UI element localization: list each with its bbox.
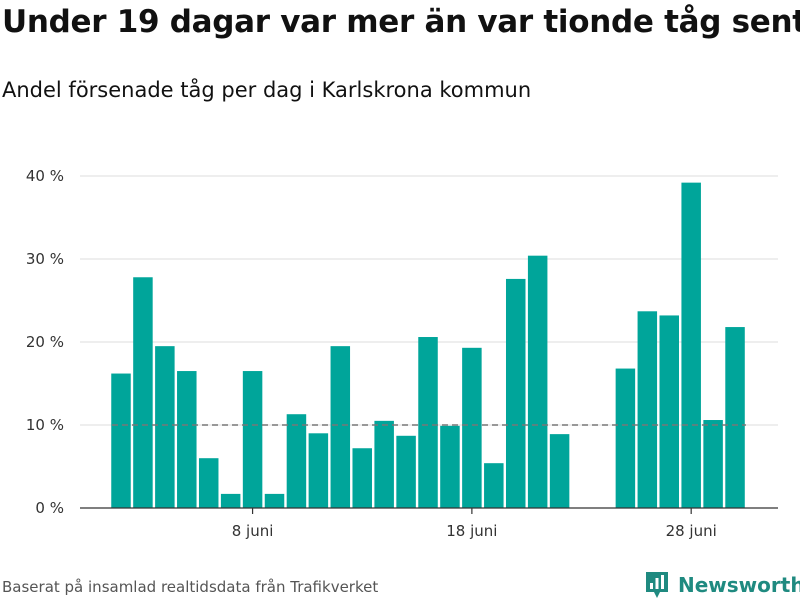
bar <box>198 458 219 508</box>
bar <box>703 420 723 508</box>
bar <box>637 311 658 508</box>
bar <box>264 493 285 508</box>
bar <box>286 414 307 508</box>
brand-logo[interactable]: Newsworthy <box>644 570 800 600</box>
chart-subtitle: Andel försenade tåg per dag i Karlskrona… <box>2 78 532 102</box>
bar <box>396 435 416 508</box>
brand-name: Newsworthy <box>678 573 800 597</box>
x-tick-label: 18 juni <box>446 522 497 540</box>
bar <box>330 346 351 508</box>
bar <box>133 277 153 508</box>
bar <box>374 420 394 508</box>
bar <box>549 434 570 508</box>
y-tick-label: 10 % <box>26 416 64 434</box>
y-tick-label: 40 % <box>26 167 64 185</box>
y-tick-label: 0 % <box>35 499 64 517</box>
x-tick-label: 28 juni <box>666 522 717 540</box>
y-tick-label: 20 % <box>26 333 64 351</box>
bar <box>440 425 460 508</box>
bar <box>484 463 504 508</box>
bar <box>418 337 438 508</box>
chart-title: Under 19 dagar var mer än var tionde tåg… <box>2 4 800 40</box>
bar <box>527 255 548 508</box>
y-tick-label: 30 % <box>26 250 64 268</box>
bar <box>659 315 679 508</box>
bar <box>725 327 745 508</box>
bar <box>681 182 701 508</box>
bar <box>308 433 329 508</box>
newsworthy-logo-icon <box>646 572 668 598</box>
bar <box>155 346 175 508</box>
bar <box>462 347 482 508</box>
source-note: Baserat på insamlad realtidsdata från Tr… <box>2 578 379 596</box>
bar <box>505 278 526 508</box>
bar <box>111 373 131 508</box>
x-tick-label: 8 juni <box>232 522 274 540</box>
bar <box>615 368 636 508</box>
bar <box>242 371 263 508</box>
bar <box>177 371 197 508</box>
bar <box>352 448 372 508</box>
bar <box>220 493 241 508</box>
